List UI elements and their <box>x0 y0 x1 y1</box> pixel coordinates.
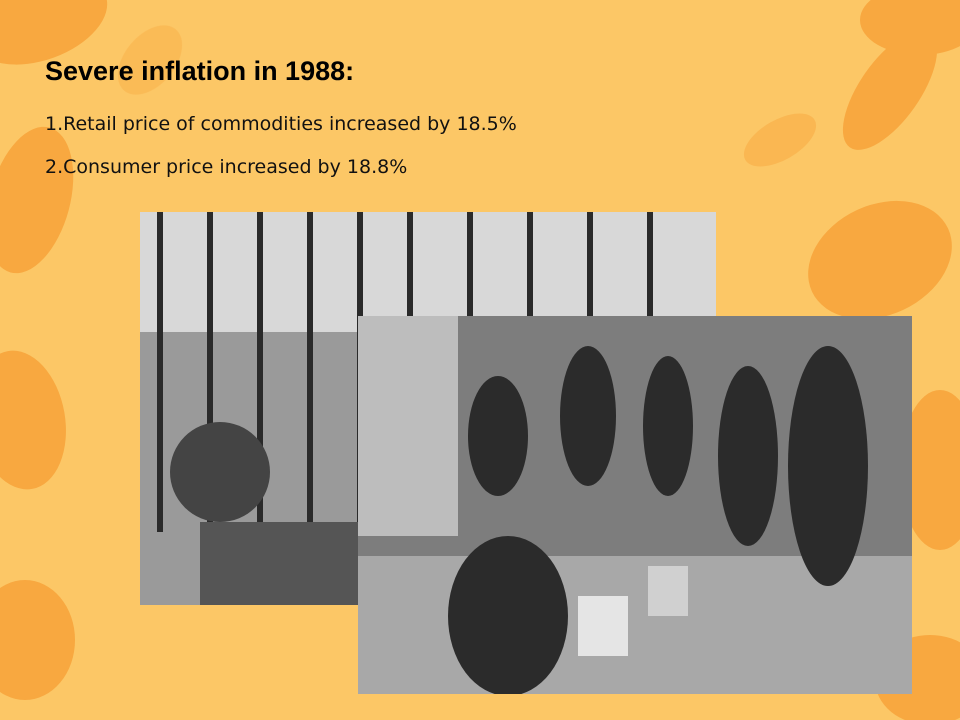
list-item: 1.Retail price of commodities increased … <box>45 113 517 135</box>
list-item: 2.Consumer price increased by 18.8% <box>45 156 408 178</box>
photo <box>358 316 912 694</box>
title: Severe inflation in 1988: <box>45 56 355 86</box>
